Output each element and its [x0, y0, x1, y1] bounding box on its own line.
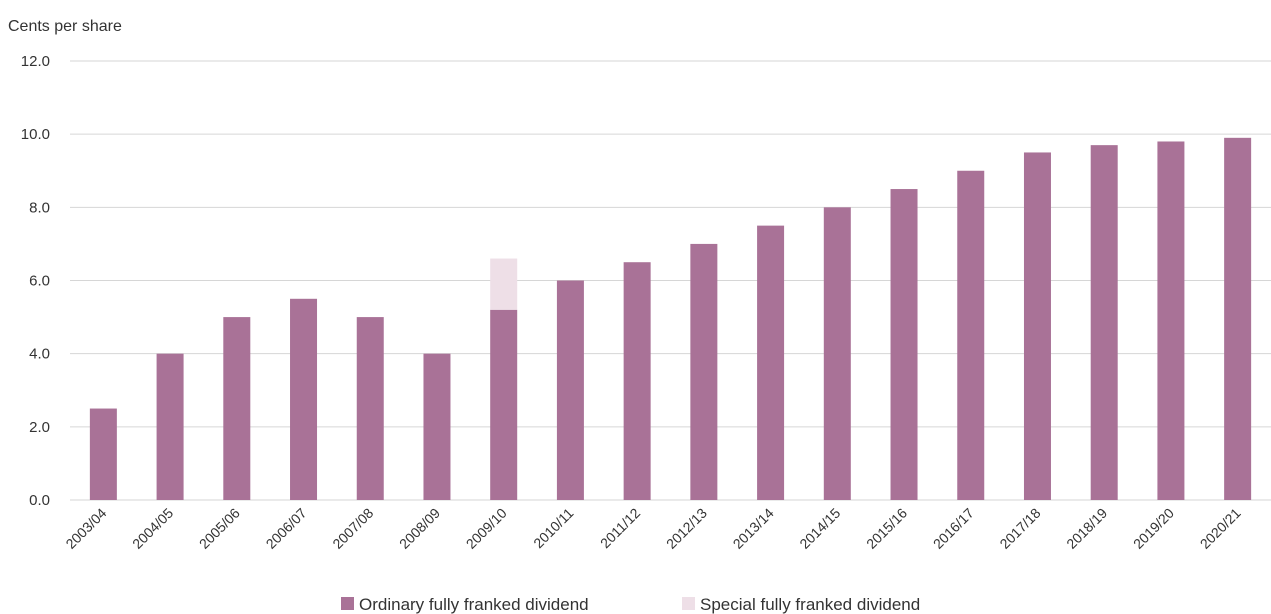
- x-tick-label: 2015/16: [863, 505, 910, 552]
- legend-label-special: Special fully franked dividend: [700, 595, 920, 614]
- bar-special: [490, 258, 518, 310]
- x-tick-label: 2012/13: [663, 505, 710, 552]
- x-tick-label: 2004/05: [129, 505, 176, 552]
- x-tick-label: 2018/19: [1063, 505, 1110, 552]
- bar-ordinary: [1023, 152, 1051, 501]
- x-tick-label: 2003/04: [62, 505, 109, 552]
- y-tick-label: 0.0: [29, 492, 50, 509]
- bar-ordinary: [356, 317, 384, 500]
- bar-ordinary: [556, 280, 584, 500]
- bar-ordinary: [1157, 141, 1185, 500]
- x-tick-label: 2010/11: [530, 505, 577, 552]
- bar-ordinary: [957, 170, 985, 500]
- x-tick-label: 2016/17: [930, 505, 977, 552]
- x-tick-label: 2011/12: [597, 505, 644, 552]
- x-tick-label: 2013/14: [730, 505, 777, 552]
- legend-swatch-ordinary: [341, 597, 354, 610]
- bar-ordinary: [690, 243, 718, 500]
- x-tick-label: 2009/10: [463, 505, 510, 552]
- x-tick-label: 2017/18: [996, 505, 1043, 552]
- x-tick-label: 2007/08: [329, 505, 376, 552]
- bar-ordinary: [223, 317, 251, 500]
- y-axis-label: Cents per share: [8, 18, 122, 35]
- bar-ordinary: [623, 262, 651, 500]
- x-tick-label: 2019/20: [1130, 505, 1177, 552]
- bar-ordinary: [1224, 137, 1252, 500]
- y-tick-label: 6.0: [29, 273, 50, 290]
- legend-label-ordinary: Ordinary fully franked dividend: [359, 595, 589, 614]
- bar-ordinary: [890, 189, 918, 500]
- grid-lines: [70, 60, 1271, 501]
- x-tick-label: 2008/09: [396, 505, 443, 552]
- bar-ordinary: [1090, 145, 1118, 500]
- x-tick-label: 2006/07: [263, 505, 310, 552]
- bar-ordinary: [290, 298, 318, 500]
- bar-ordinary: [823, 207, 851, 501]
- legend: Ordinary fully franked dividend Special …: [341, 595, 920, 614]
- bar-ordinary: [490, 309, 518, 500]
- y-tick-label: 12.0: [21, 53, 50, 70]
- y-tick-label: 4.0: [29, 346, 50, 363]
- bar-ordinary: [156, 353, 184, 500]
- bar-ordinary: [423, 353, 451, 500]
- y-tick-label: 8.0: [29, 199, 50, 216]
- legend-swatch-special: [682, 597, 695, 610]
- bars: [89, 137, 1252, 501]
- y-tick-label: 10.0: [21, 126, 50, 143]
- x-tick-label: 2005/06: [196, 505, 243, 552]
- x-tick-label: 2014/15: [796, 505, 843, 552]
- y-tick-labels: 0.0 2.0 4.0 6.0 8.0 10.0 12.0: [21, 53, 50, 509]
- bar-ordinary: [89, 408, 117, 500]
- y-tick-label: 2.0: [29, 419, 50, 436]
- x-tick-labels: 2003/04 2004/05 2005/06 2006/07 2007/08 2008/…: [62, 505, 1244, 552]
- x-tick-label: 2020/21: [1197, 505, 1244, 552]
- bar-ordinary: [757, 225, 785, 500]
